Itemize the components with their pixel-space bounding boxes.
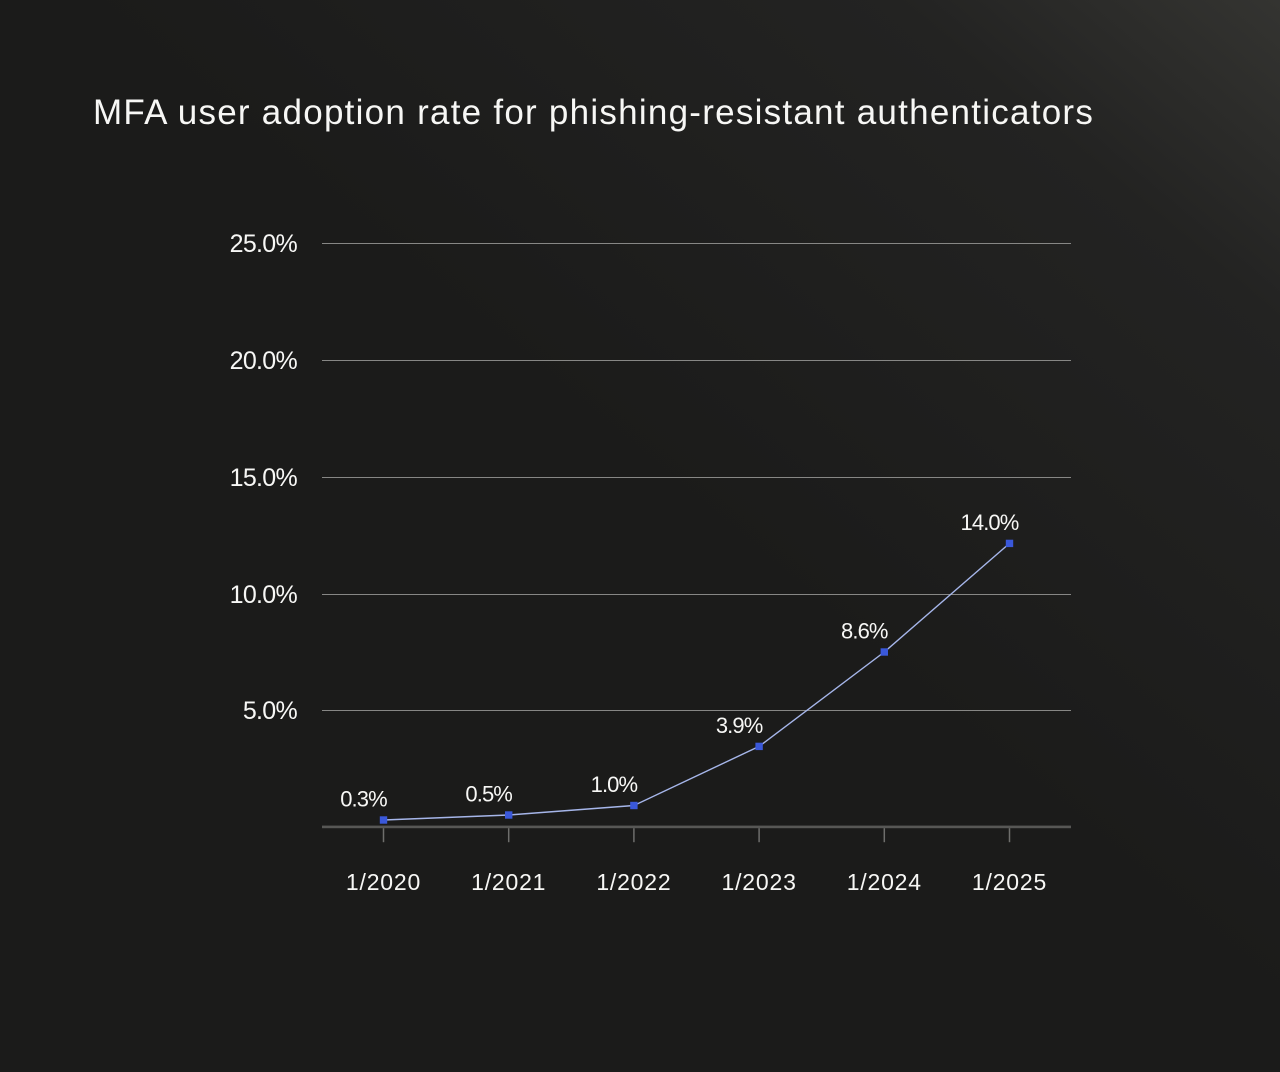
svg-text:10.0%: 10.0% (230, 581, 298, 609)
svg-text:0.5%: 0.5% (465, 782, 512, 807)
svg-text:15.0%: 15.0% (230, 464, 298, 492)
svg-text:3.9%: 3.9% (716, 713, 763, 738)
svg-text:1/2021: 1/2021 (471, 869, 546, 895)
svg-text:1/2023: 1/2023 (722, 869, 797, 895)
svg-text:14.0%: 14.0% (961, 510, 1019, 535)
svg-text:1/2020: 1/2020 (346, 869, 421, 895)
svg-text:MFA user adoption rate for phi: MFA user adoption rate for phishing-resi… (93, 93, 1094, 132)
svg-text:1/2025: 1/2025 (972, 869, 1047, 895)
svg-text:1.0%: 1.0% (591, 772, 638, 797)
svg-text:8.6%: 8.6% (841, 619, 888, 644)
svg-text:20.0%: 20.0% (230, 347, 298, 375)
svg-text:5.0%: 5.0% (243, 697, 298, 725)
svg-text:0.3%: 0.3% (340, 787, 387, 812)
svg-text:1/2022: 1/2022 (596, 869, 671, 895)
svg-text:25.0%: 25.0% (230, 230, 298, 258)
svg-text:1/2024: 1/2024 (847, 869, 922, 895)
